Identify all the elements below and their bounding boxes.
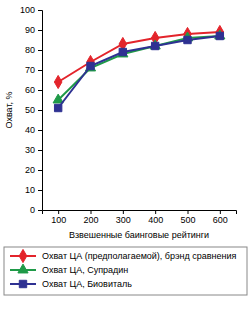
series-marker	[216, 32, 223, 39]
legend-item: Охват ЦА, Биовиталь	[10, 279, 132, 289]
y-tick-mark	[38, 90, 42, 91]
series-marker	[85, 62, 95, 71]
y-tick-label: 90	[25, 25, 35, 35]
y-tick-mark	[38, 190, 42, 191]
series-marker	[53, 94, 63, 103]
y-tick: 60	[25, 85, 42, 95]
legend-marker	[19, 249, 27, 262]
y-axis-title: Охват, %	[4, 91, 14, 128]
x-tick: 400	[148, 210, 163, 225]
y-tick-mark	[38, 130, 42, 131]
y-tick-mark	[38, 170, 42, 171]
x-tick-label: 100	[51, 215, 66, 225]
y-tick: 0	[30, 205, 42, 215]
x-tick-mark	[91, 210, 92, 214]
chart: 0 10 20 30 40 50 60 70 80 90 100 100 200 300 400 500 600…	[0, 0, 250, 320]
y-tick-label: 40	[25, 125, 35, 135]
y-axis-line	[38, 11, 43, 211]
x-tick-label: 200	[83, 215, 98, 225]
y-tick-label: 60	[25, 85, 35, 95]
legend: Охват ЦА (предполагаемой), брэнд сравнен…	[4, 247, 247, 295]
x-tick-mark	[220, 210, 221, 214]
y-tick-label: 30	[25, 145, 35, 155]
marks	[53, 25, 225, 111]
x-tick: 200	[83, 210, 98, 225]
x-tick-label: 600	[213, 215, 228, 225]
y-tick-label: 100	[20, 5, 35, 15]
legend-label: Охват ЦА, Биовиталь	[42, 279, 132, 289]
x-tick-label: 300	[116, 215, 131, 225]
y-tick-label: 20	[25, 165, 35, 175]
series-marker	[119, 48, 126, 55]
y-tick: 90	[25, 25, 42, 35]
series-marker	[151, 42, 158, 49]
legend-frame	[4, 247, 247, 295]
legend-label: Охват ЦА (предполагаемой), брэнд сравнен…	[42, 251, 237, 261]
x-tick-mark	[188, 210, 189, 214]
x-tick-mark	[58, 210, 59, 214]
y-tick: 80	[25, 45, 42, 55]
y-tick-label: 50	[25, 105, 35, 115]
legend-label-line: Охват ЦА, Биовиталь	[42, 279, 132, 289]
y-tick-mark	[38, 110, 42, 111]
legend-label-line: Охват ЦА (предполагаемой), брэнд сравнен…	[42, 251, 237, 261]
x-tick-label: 400	[148, 215, 163, 225]
series-marker	[184, 36, 191, 43]
y-tick-mark	[38, 70, 42, 71]
y-tick-mark	[38, 10, 42, 11]
y-tick-mark	[38, 30, 42, 31]
y-tick: 30	[25, 145, 42, 155]
legend-label-line: Охват ЦА, Супрадин	[42, 265, 128, 275]
y-tick-label: 10	[25, 185, 35, 195]
series-line	[58, 36, 220, 108]
series-marker	[150, 40, 160, 49]
y-tick: 100	[20, 5, 42, 15]
x-tick: 500	[180, 210, 195, 225]
y-tick: 50	[25, 105, 42, 115]
series-marker	[87, 62, 94, 69]
legend-marker	[19, 280, 26, 287]
y-tick-mark	[38, 150, 42, 151]
y-tick-label: 0	[30, 205, 35, 215]
legend-item: Охват ЦА (предполагаемой), брэнд сравнен…	[10, 249, 237, 262]
x-tick-mark	[155, 210, 156, 214]
y-tick-mark	[38, 210, 42, 211]
legend-label: Охват ЦА, Супрадин	[42, 265, 128, 275]
y-tick: 40	[25, 125, 42, 135]
x-tick: 600	[213, 210, 228, 225]
series-marker	[118, 48, 128, 57]
legend-item: Охват ЦА, Супрадин	[10, 264, 128, 275]
y-axis: 0 10 20 30 40 50 60 70 80 90 100	[20, 5, 43, 215]
y-tick: 70	[25, 65, 42, 75]
y-tick-label: 70	[25, 65, 35, 75]
series-marker	[54, 75, 62, 88]
series-marker	[54, 104, 61, 111]
y-tick-label: 80	[25, 45, 35, 55]
x-tick-mark	[123, 210, 124, 214]
plot: 0 10 20 30 40 50 60 70 80 90 100 100 200 300 400 500 600	[20, 5, 237, 225]
x-tick: 100	[51, 210, 66, 225]
x-axis-title: Взвешенные баинговые рейтинги	[69, 230, 209, 240]
x-tick-label: 500	[180, 215, 195, 225]
x-tick: 300	[116, 210, 131, 225]
x-axis-line	[43, 211, 237, 215]
y-tick: 20	[25, 165, 42, 175]
y-tick-mark	[38, 50, 42, 51]
series-line	[58, 36, 220, 100]
series-marker	[215, 30, 225, 39]
legend-marker	[18, 264, 28, 273]
x-axis: 100 200 300 400 500 600	[43, 210, 237, 225]
y-tick: 10	[25, 185, 42, 195]
